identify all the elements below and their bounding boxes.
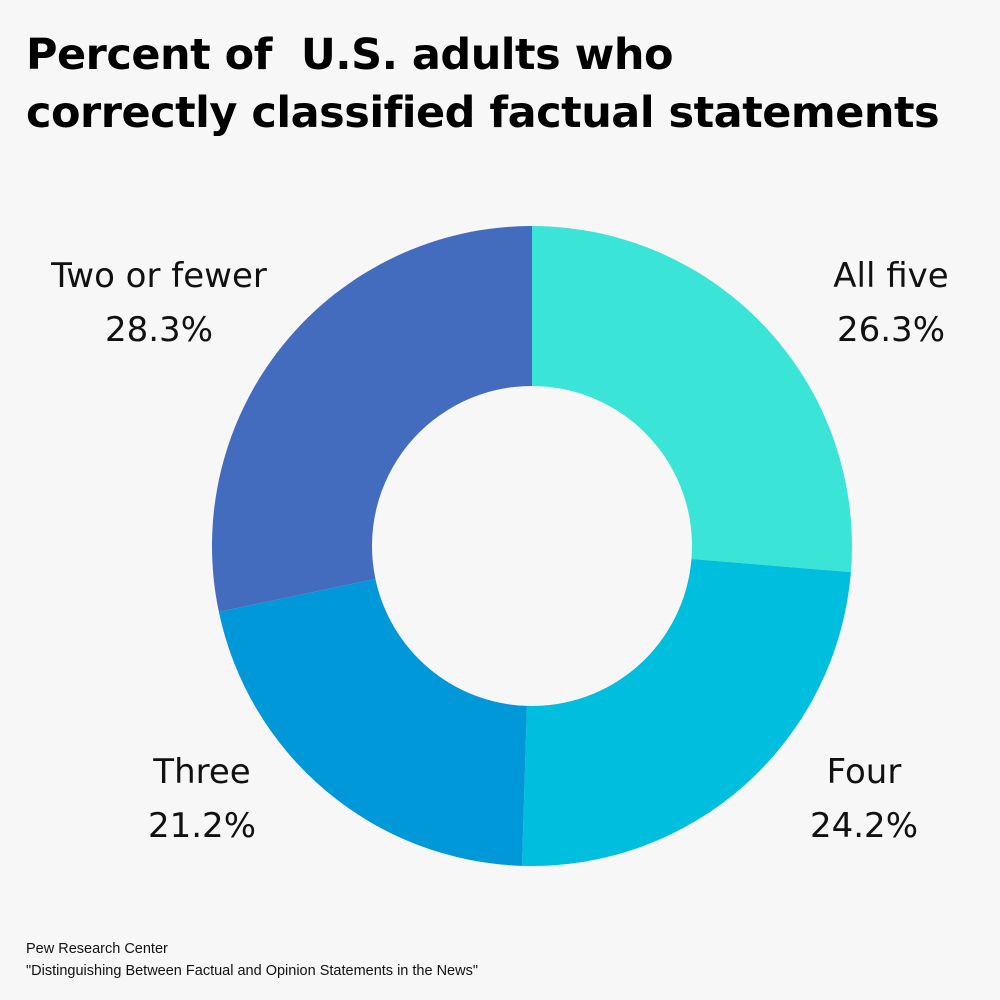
chart-title-line-2: correctly classified factual statements — [26, 88, 940, 138]
label-three-category: Three — [152, 752, 250, 792]
slice-all-five — [532, 226, 852, 573]
chart-title: Percent of U.S. adults who correctly cla… — [26, 26, 976, 142]
source-line-1: Pew Research Center — [26, 941, 168, 957]
source-note: Pew Research Center "Distinguishing Betw… — [26, 938, 478, 982]
label-two-or-fewer-value: 28.3% — [105, 310, 213, 350]
slice-three — [218, 578, 527, 866]
slice-two-or-fewer — [212, 226, 532, 612]
slice-four — [521, 559, 851, 866]
label-four-category: Four — [827, 752, 902, 792]
label-four-value: 24.2% — [810, 806, 918, 846]
label-all-five-value: 26.3% — [837, 310, 945, 350]
label-two-or-fewer-category: Two or fewer — [50, 256, 267, 296]
source-line-2: "Distinguishing Between Factual and Opin… — [26, 963, 478, 979]
chart-title-line-1: Percent of U.S. adults who — [26, 30, 674, 80]
label-three-value: 21.2% — [148, 806, 256, 846]
label-all-five-category: All five — [833, 256, 948, 296]
donut-slices — [212, 226, 852, 866]
